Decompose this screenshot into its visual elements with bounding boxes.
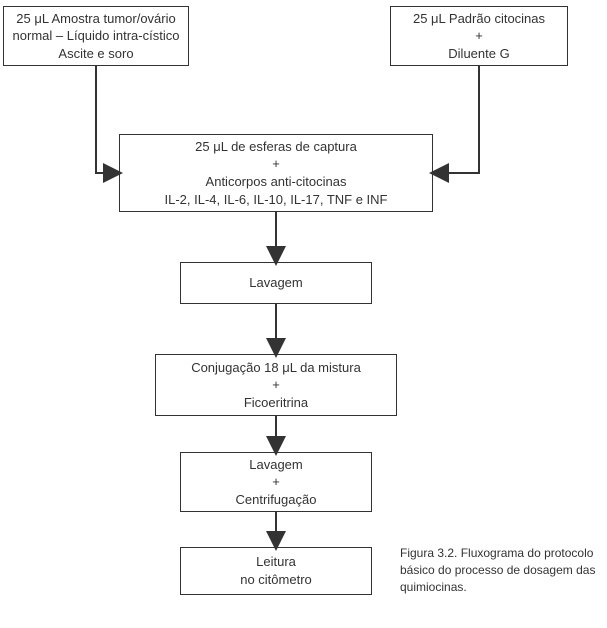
node-wash1: Lavagem: [180, 262, 372, 304]
flow-edge: [433, 66, 479, 173]
node-text-line: Diluente G: [448, 45, 509, 63]
node-sample: 25 μL Amostra tumor/ovárionormal – Líqui…: [3, 6, 189, 66]
node-text-line: 25 μL Amostra tumor/ovário: [16, 10, 175, 28]
caption-line: Figura 3.2. Fluxograma do protocolo: [400, 545, 605, 562]
node-text-line: Lavagem: [249, 274, 302, 292]
node-text-line: 25 μL Padrão citocinas: [413, 10, 545, 28]
node-standard: 25 μL Padrão citocinas+Diluente G: [390, 6, 568, 66]
node-wash2: Lavagem+Centrifugação: [180, 452, 372, 512]
figure-caption: Figura 3.2. Fluxograma do protocolobásic…: [400, 545, 605, 595]
node-text-line: Ficoeritrina: [244, 394, 308, 412]
node-text-line: Lavagem: [249, 456, 302, 474]
node-text-line: +: [475, 27, 483, 45]
node-text-line: +: [272, 473, 280, 491]
node-text-line: Centrifugação: [236, 491, 317, 509]
node-text-line: Anticorpos anti-citocinas: [206, 173, 347, 191]
node-text-line: normal – Líquido intra-cístico: [13, 27, 180, 45]
node-text-line: +: [272, 155, 280, 173]
node-read: Leiturano citômetro: [180, 547, 372, 595]
caption-line: básico do processo de dosagem das: [400, 562, 605, 579]
node-text-line: Ascite e soro: [58, 45, 133, 63]
caption-line: quimiocinas.: [400, 579, 605, 596]
node-text-line: Conjugação 18 μL da mistura: [191, 359, 361, 377]
node-text-line: Leitura: [256, 553, 296, 571]
node-text-line: no citômetro: [240, 571, 312, 589]
node-text-line: +: [272, 376, 280, 394]
flow-edge: [96, 66, 119, 173]
node-capture: 25 μL de esferas de captura+Anticorpos a…: [119, 134, 433, 212]
node-conjugation: Conjugação 18 μL da mistura+Ficoeritrina: [155, 354, 397, 416]
flow-arrows: [0, 0, 607, 628]
node-text-line: 25 μL de esferas de captura: [195, 138, 357, 156]
node-text-line: IL-2, IL-4, IL-6, IL-10, IL-17, TNF e IN…: [164, 191, 387, 209]
